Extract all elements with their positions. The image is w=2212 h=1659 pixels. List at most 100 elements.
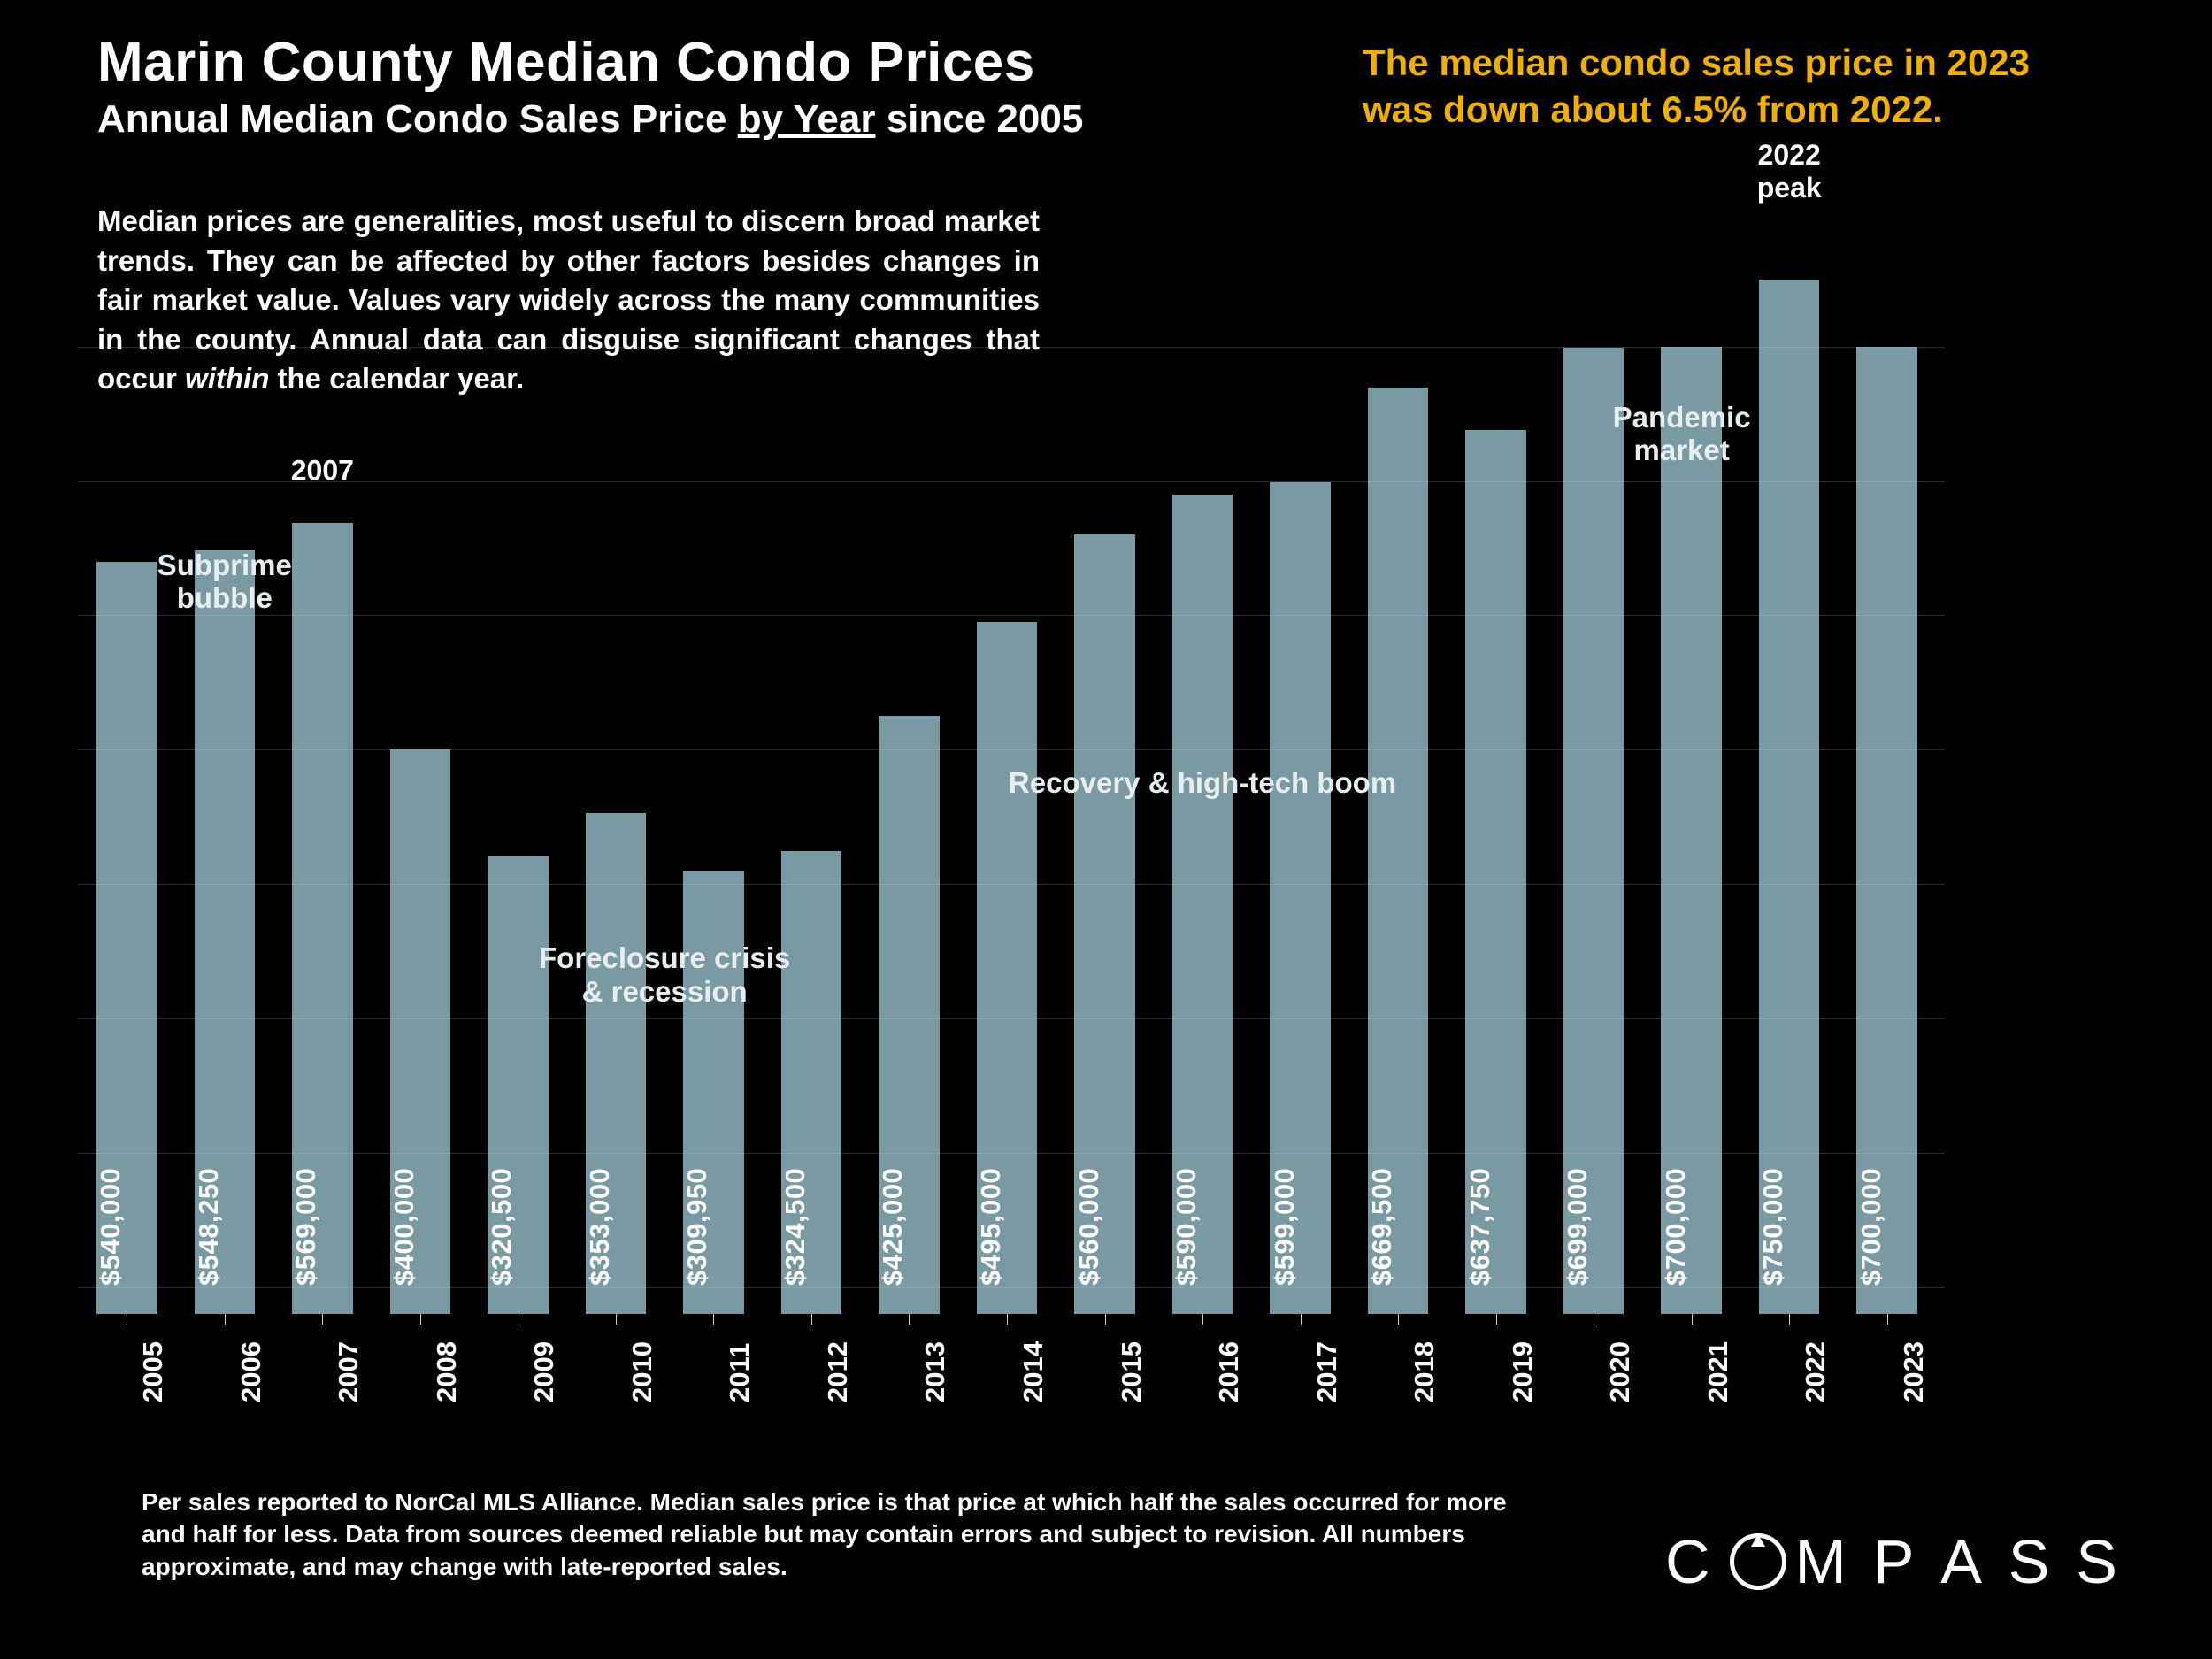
gridline (78, 1153, 1945, 1154)
x-tick (1789, 1314, 1790, 1325)
x-axis-label: 2011 (724, 1343, 756, 1402)
bar-value-label: $540,000 (95, 1168, 127, 1286)
x-axis-label: 2010 (626, 1341, 658, 1402)
x-axis-label: 2009 (528, 1341, 560, 1402)
chart-annotation: Foreclosure crisis& recession (539, 941, 790, 1009)
page-subtitle: Annual Median Condo Sales Price by Year … (97, 97, 1083, 142)
subtitle-underline: by Year (738, 97, 876, 141)
bar-value-label: $320,500 (486, 1168, 518, 1286)
bar-value-label: $548,250 (193, 1168, 225, 1286)
x-axis-label: 2017 (1311, 1341, 1343, 1402)
x-axis-label: 2023 (1898, 1341, 1930, 1402)
chart-annotation: 2022peak (1757, 140, 1822, 205)
gridline (78, 749, 1945, 750)
bar (1759, 280, 1820, 1314)
bar-value-label: $700,000 (1855, 1168, 1887, 1286)
bar-slot: $700,000 (1661, 212, 1722, 1314)
gridline (78, 884, 1945, 885)
x-tick (1301, 1314, 1302, 1325)
bar-value-label: $569,000 (290, 1168, 322, 1286)
price-bar-chart: $540,000 $548,250 $569,000 $400,000 $320,500… (78, 212, 2060, 1425)
bar-value-label: $353,000 (584, 1168, 616, 1286)
bar-slot: $400,000 (390, 212, 451, 1314)
callout-text: The median condo sales price in 2023 was… (1363, 40, 2070, 133)
x-tick (1496, 1314, 1497, 1325)
bar-slot: $495,000 (977, 212, 1038, 1314)
compass-icon (1730, 1533, 1786, 1590)
x-axis-label: 2022 (1800, 1341, 1832, 1402)
x-tick (225, 1314, 226, 1325)
bar-slot: $569,000 (292, 212, 353, 1314)
bar-value-label: $425,000 (877, 1168, 909, 1286)
gridline (78, 615, 1945, 616)
x-tick (1692, 1314, 1693, 1325)
x-axis-label: 2005 (137, 1341, 169, 1402)
bar-value-label: $495,000 (975, 1168, 1007, 1286)
logo-letters: M P A S S (1795, 1526, 2128, 1597)
gridline (78, 481, 1945, 482)
bar-slot: $560,000 (1074, 212, 1135, 1314)
bar-slot: $669,500 (1368, 212, 1429, 1314)
x-tick (811, 1314, 812, 1325)
x-tick (420, 1314, 421, 1325)
gridline (78, 347, 1945, 348)
footnote-text: Per sales reported to NorCal MLS Allianc… (142, 1486, 1522, 1583)
bar-slot: $540,000 (96, 212, 157, 1314)
bar-slot: $637,750 (1465, 212, 1526, 1314)
bar-value-label: $324,500 (780, 1168, 811, 1286)
x-tick (1007, 1314, 1008, 1325)
chart-annotation: Pandemicmarket (1613, 401, 1751, 468)
x-axis-label: 2021 (1702, 1341, 1734, 1402)
x-axis-label: 2006 (235, 1341, 267, 1402)
x-axis-label: 2018 (1409, 1341, 1440, 1402)
x-axis-label: 2008 (431, 1341, 463, 1402)
gridline (78, 1018, 1945, 1019)
x-tick (322, 1314, 323, 1325)
bar-slot: $324,500 (781, 212, 842, 1314)
x-axis-label: 2020 (1604, 1341, 1636, 1402)
logo-letter: C (1665, 1526, 1721, 1597)
x-axis-label: 2013 (919, 1341, 951, 1402)
x-tick (1202, 1314, 1203, 1325)
bar-slot: $590,000 (1172, 212, 1233, 1314)
bar-value-label: $637,750 (1464, 1168, 1496, 1286)
bar-slot: $425,000 (879, 212, 940, 1314)
x-axis-label: 2019 (1507, 1341, 1539, 1402)
bar-slot: $353,000 (586, 212, 647, 1314)
bar-slot: $599,000 (1270, 212, 1331, 1314)
chart-annotation: Recovery & high-tech boom (1009, 766, 1396, 800)
subtitle-pre: Annual Median Condo Sales Price (97, 97, 738, 141)
x-tick (616, 1314, 617, 1325)
x-axis-label: 2016 (1213, 1341, 1245, 1402)
bar-slot: $750,000 (1759, 212, 1820, 1314)
x-tick (713, 1314, 714, 1325)
bar-value-label: $599,000 (1269, 1168, 1301, 1286)
bar-slot: $320,500 (488, 212, 549, 1314)
chart-annotation: Subprimebubble (157, 549, 292, 616)
x-tick (1105, 1314, 1106, 1325)
bar-slot: $699,000 (1563, 212, 1624, 1314)
title-block: Marin County Median Condo Prices Annual … (97, 31, 1083, 142)
bar-slot: $700,000 (1856, 212, 1917, 1314)
bar-value-label: $560,000 (1073, 1168, 1105, 1286)
bar-value-label: $700,000 (1660, 1168, 1692, 1286)
x-axis-label: 2014 (1018, 1341, 1049, 1402)
bar-value-label: $669,500 (1366, 1168, 1398, 1286)
bar-value-label: $400,000 (388, 1168, 420, 1286)
compass-logo: C M P A S S (1665, 1526, 2128, 1597)
y-axis: $-$100,000$200,000$300,000$400,000$500,0… (1936, 212, 2148, 1314)
page-title: Marin County Median Condo Prices (97, 31, 1083, 94)
x-tick (1887, 1314, 1888, 1325)
x-tick (909, 1314, 910, 1325)
bar-value-label: $750,000 (1757, 1168, 1789, 1286)
bar-value-label: $590,000 (1171, 1168, 1202, 1286)
bar-value-label: $309,950 (681, 1168, 713, 1286)
x-axis-label: 2012 (822, 1341, 854, 1402)
bar-value-label: $699,000 (1562, 1168, 1594, 1286)
x-axis-label: 2015 (1116, 1341, 1148, 1402)
gridline (78, 1287, 1945, 1288)
chart-annotation: 2007 (291, 454, 354, 487)
x-axis-label: 2007 (333, 1341, 365, 1402)
bar-slot: $309,950 (683, 212, 744, 1314)
plot-area: $540,000 $548,250 $569,000 $400,000 $320,500… (78, 212, 1936, 1314)
